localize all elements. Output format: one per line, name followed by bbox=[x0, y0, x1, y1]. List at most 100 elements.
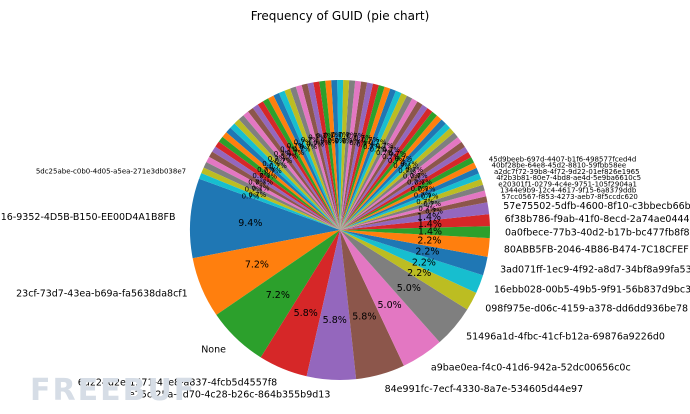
pie-slice bbox=[340, 146, 469, 230]
percent-label: 0.7% bbox=[274, 150, 292, 158]
slice-label: 5dc25abe-c0b0-4d05-a5ea-271e3db038e7 bbox=[36, 168, 186, 176]
pie-slice bbox=[340, 80, 362, 231]
percent-label: 0.7% bbox=[342, 138, 360, 146]
pie-slice bbox=[218, 136, 340, 230]
percent-label: 0.7% bbox=[349, 139, 367, 147]
percent-label: 0.7% bbox=[280, 146, 298, 154]
percent-label: 5.8% bbox=[294, 308, 318, 319]
pie-slice bbox=[340, 128, 454, 230]
pie-slice bbox=[192, 230, 340, 315]
percent-label: 0.7% bbox=[389, 150, 407, 158]
percent-label: 0.7% bbox=[405, 166, 423, 174]
percent-label: 0.7% bbox=[262, 160, 280, 168]
percent-label: 0.7% bbox=[411, 185, 429, 193]
percent-label: 0.7% bbox=[418, 205, 436, 213]
percent-label: 0.7% bbox=[400, 160, 418, 168]
percent-label: 0.7% bbox=[242, 192, 260, 200]
percent-label: 5.8% bbox=[323, 315, 347, 326]
pie-slice bbox=[306, 230, 357, 381]
pie-slice bbox=[278, 90, 340, 230]
percent-label: 0.7% bbox=[252, 185, 270, 193]
pie-slice bbox=[325, 80, 340, 230]
percent-label: 0.7% bbox=[376, 149, 394, 157]
percent-label: 0.7% bbox=[370, 146, 388, 154]
pie-slice bbox=[340, 108, 433, 230]
percent-label: 0.7% bbox=[306, 141, 324, 149]
pie-slice bbox=[268, 95, 340, 230]
pie-slice bbox=[340, 115, 442, 230]
percent-label: 2.2% bbox=[407, 268, 431, 279]
pie-slice bbox=[340, 179, 483, 230]
percent-label: 0.7% bbox=[248, 179, 266, 187]
pie-slice bbox=[340, 88, 396, 231]
percent-label: 0.7% bbox=[255, 179, 273, 187]
slice-label: 57e75502-5dfb-4600-8f10-c3bbecb66b bbox=[503, 201, 690, 212]
percent-label: 0.7% bbox=[335, 137, 353, 145]
slice-label: 40bf28be-64e8-45d2-8810-59fbb58ee bbox=[492, 162, 627, 170]
pie-slice bbox=[340, 196, 488, 230]
percent-label: 0.7% bbox=[287, 142, 305, 150]
pie-slice bbox=[247, 107, 340, 230]
percent-label: 0.7% bbox=[410, 172, 428, 180]
pie-slice bbox=[340, 167, 479, 230]
pie-slice bbox=[260, 230, 340, 377]
pie-slice bbox=[273, 93, 340, 230]
pie-slice bbox=[340, 132, 458, 230]
pie-slice bbox=[340, 202, 490, 230]
percent-label: 0.7% bbox=[395, 155, 413, 163]
pie-slice bbox=[234, 119, 340, 230]
percent-label: 0.7% bbox=[249, 191, 267, 199]
pie-slice bbox=[340, 230, 468, 343]
percent-label: 0.7% bbox=[354, 134, 372, 142]
pie-slice bbox=[340, 80, 350, 230]
pie-slice bbox=[340, 214, 490, 230]
pie-slice bbox=[319, 80, 340, 231]
pie-slice bbox=[340, 101, 423, 230]
percent-label: 0.7% bbox=[293, 146, 311, 154]
pie-slice bbox=[337, 79, 344, 231]
slice-label: 80ABB5FB-2046-4B86-B474-7C18CFEF bbox=[504, 244, 689, 255]
pie-slice bbox=[262, 98, 340, 231]
percent-label: 5.8% bbox=[352, 312, 376, 323]
percent-label: 2.2% bbox=[415, 247, 439, 258]
percent-label: 0.7% bbox=[403, 173, 421, 181]
slice-label: 6d224d2e-1571-4ce8-a837-4fcb5d4557f8 bbox=[78, 378, 277, 389]
percent-label: 0.7% bbox=[257, 166, 275, 174]
pie-slice bbox=[340, 90, 402, 230]
percent-label: 0.7% bbox=[299, 143, 317, 151]
percent-label: 0.7% bbox=[418, 186, 436, 194]
pie-slice bbox=[340, 230, 477, 310]
watermark-text: FREEBUF bbox=[30, 373, 196, 408]
percent-label: 0.7% bbox=[356, 141, 374, 149]
pie-slice bbox=[340, 230, 404, 380]
slice-label: 23cf-73d7-43ea-b69a-fa5638da8cf1 bbox=[16, 289, 188, 300]
slice-label: None bbox=[201, 344, 226, 355]
pie-slice bbox=[340, 81, 368, 230]
slice-label: 0a0fbece-77b3-40d2-b17b-bc477fb8f8 bbox=[505, 227, 690, 238]
percent-label: 5.0% bbox=[378, 300, 402, 311]
pie-slice bbox=[340, 162, 477, 230]
pie-slice bbox=[340, 82, 373, 231]
percent-label: 7.2% bbox=[266, 290, 290, 301]
percent-label: 9.4% bbox=[238, 218, 262, 229]
pie-slice bbox=[252, 104, 340, 230]
percent-label: 0.7% bbox=[398, 167, 416, 175]
pie-slice bbox=[203, 162, 340, 230]
percent-label: 1.4% bbox=[417, 212, 441, 223]
percent-label: 0.7% bbox=[275, 157, 293, 165]
percent-label: 0.7% bbox=[308, 134, 326, 142]
pie-slice bbox=[340, 95, 413, 231]
percent-label: 2.2% bbox=[417, 236, 441, 247]
pie-slice bbox=[216, 230, 340, 358]
percent-label: 0.7% bbox=[320, 138, 338, 146]
pie-slice bbox=[340, 80, 356, 230]
percent-label: 0.7% bbox=[269, 162, 287, 170]
percent-label: 0.7% bbox=[382, 153, 400, 161]
percent-label: 0.7% bbox=[280, 153, 298, 161]
percent-label: 0.7% bbox=[362, 136, 380, 144]
pie-slice bbox=[340, 86, 391, 230]
slice-label: a9bae0ea-f4c0-41d6-942a-52dc00656c0c bbox=[431, 363, 631, 374]
slice-label: 57cc0567-f853-4273-aeb7-8f5ccdc620 bbox=[502, 193, 638, 201]
percent-label: 1.4% bbox=[418, 226, 442, 237]
pie-slice bbox=[340, 157, 474, 230]
